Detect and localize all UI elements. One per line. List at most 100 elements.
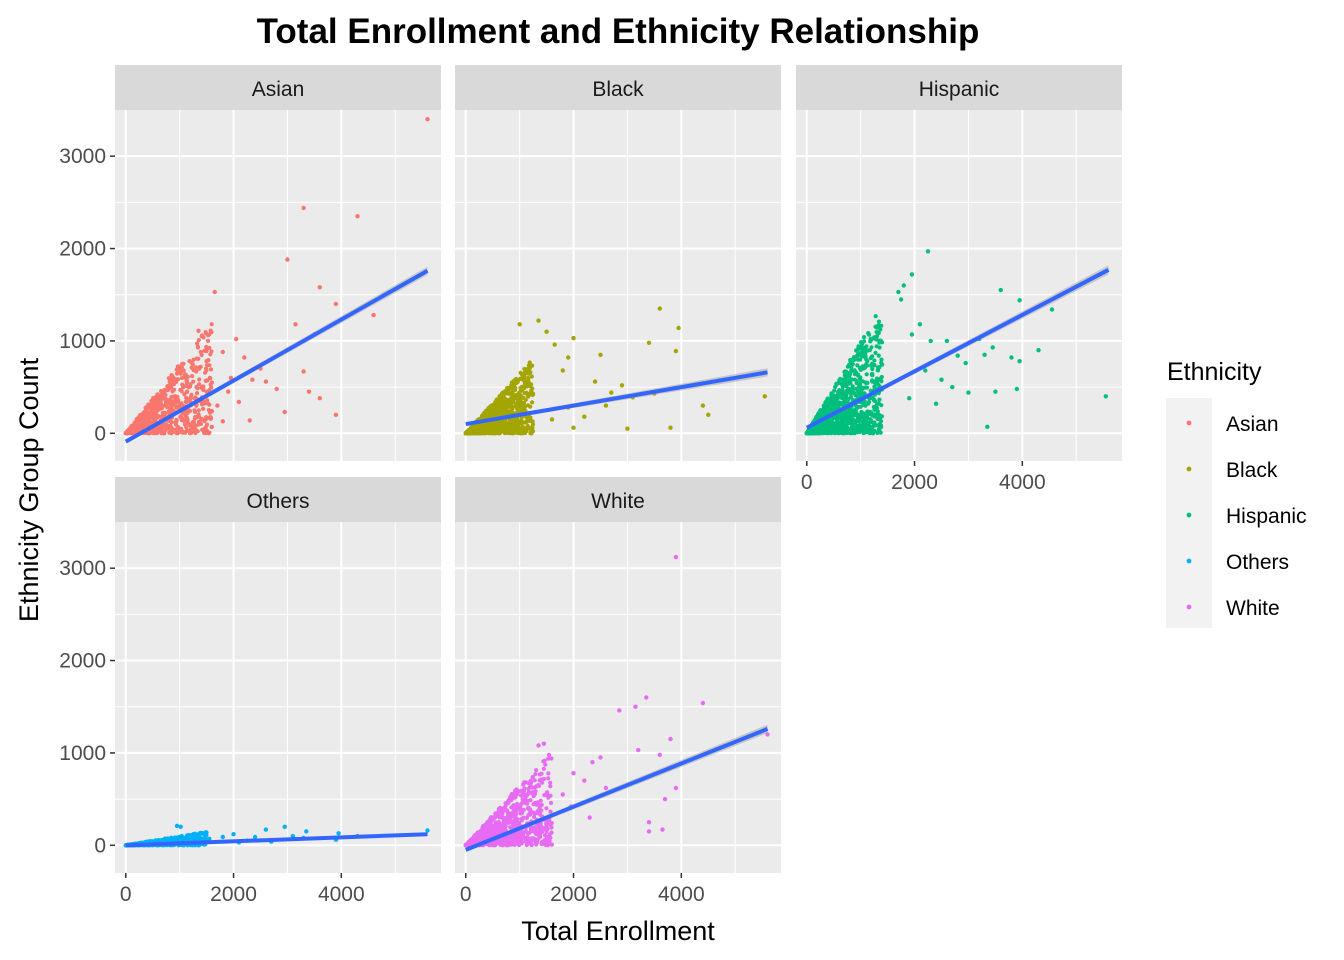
data-point — [529, 374, 534, 379]
data-point — [834, 382, 839, 387]
data-point — [963, 360, 968, 366]
data-point — [815, 430, 820, 435]
data-point — [875, 430, 880, 435]
data-point — [191, 832, 196, 837]
data-point — [494, 408, 499, 413]
data-point — [582, 414, 587, 419]
data-point — [821, 404, 827, 410]
data-point — [194, 385, 199, 390]
data-point — [197, 377, 202, 382]
data-point — [202, 401, 207, 406]
data-point — [138, 420, 144, 425]
data-point — [928, 338, 933, 344]
data-point — [209, 322, 214, 327]
data-point — [855, 363, 860, 368]
data-point — [147, 418, 152, 423]
data-point — [282, 824, 287, 829]
data-point — [849, 364, 854, 369]
data-point — [827, 408, 832, 414]
data-point — [523, 420, 528, 425]
data-point — [1017, 359, 1022, 364]
data-point — [528, 798, 533, 803]
data-point — [495, 403, 500, 409]
data-point — [215, 403, 220, 408]
data-point — [837, 388, 842, 393]
data-point — [859, 344, 864, 349]
data-point — [848, 388, 853, 393]
data-point — [840, 388, 845, 393]
y-tick-label: 1000 — [59, 330, 106, 353]
data-point — [877, 416, 883, 421]
data-point — [833, 400, 838, 405]
data-point — [209, 380, 215, 385]
data-point — [199, 831, 204, 836]
panel-background — [115, 522, 441, 873]
data-point — [203, 425, 208, 430]
data-point — [874, 379, 879, 384]
data-point — [191, 357, 196, 362]
data-point — [592, 379, 598, 384]
data-point — [507, 421, 512, 426]
data-point — [522, 383, 527, 388]
data-point — [201, 406, 206, 411]
data-point — [876, 427, 882, 432]
data-point — [190, 362, 195, 367]
data-point — [178, 414, 183, 419]
data-point — [355, 214, 360, 219]
data-point — [858, 375, 863, 380]
data-point — [169, 384, 174, 389]
data-point — [571, 335, 576, 341]
data-point — [220, 419, 225, 424]
facet-strip — [115, 65, 441, 110]
data-point — [468, 431, 473, 436]
data-point — [700, 403, 706, 408]
data-point — [497, 423, 502, 428]
data-point — [832, 388, 837, 393]
data-point — [196, 382, 202, 387]
data-point — [866, 332, 872, 337]
data-point — [242, 355, 247, 360]
data-point — [861, 335, 867, 340]
data-point — [149, 409, 154, 414]
data-point — [865, 426, 871, 431]
data-point — [706, 412, 711, 417]
data-point — [872, 428, 877, 433]
data-point — [870, 420, 875, 425]
data-point — [501, 393, 506, 398]
data-point — [195, 341, 200, 346]
facet-strip — [796, 65, 1122, 110]
data-point — [513, 428, 518, 433]
data-point — [250, 377, 255, 382]
data-point — [489, 430, 494, 435]
data-point — [825, 430, 830, 435]
data-point — [909, 332, 915, 337]
data-point — [497, 431, 502, 436]
data-point — [247, 418, 252, 423]
data-point — [498, 398, 503, 403]
data-point — [195, 344, 200, 349]
data-point — [898, 297, 904, 302]
data-point — [853, 418, 858, 423]
data-point — [205, 415, 210, 421]
data-point — [167, 379, 172, 384]
data-point — [858, 382, 863, 388]
data-point — [862, 399, 867, 404]
data-point — [849, 426, 854, 432]
data-point — [165, 388, 170, 393]
data-point — [174, 405, 179, 410]
data-point — [188, 384, 193, 389]
x-tick-label: 4000 — [658, 883, 705, 906]
data-point — [1103, 394, 1109, 399]
data-point — [843, 372, 849, 377]
y-tick-label: 3000 — [59, 557, 106, 580]
data-point — [824, 422, 830, 427]
data-point — [333, 301, 339, 307]
data-point — [174, 395, 179, 400]
data-point — [853, 412, 858, 417]
data-point — [317, 396, 322, 401]
data-point — [857, 427, 862, 432]
data-point — [873, 324, 878, 329]
data-point — [473, 426, 478, 431]
